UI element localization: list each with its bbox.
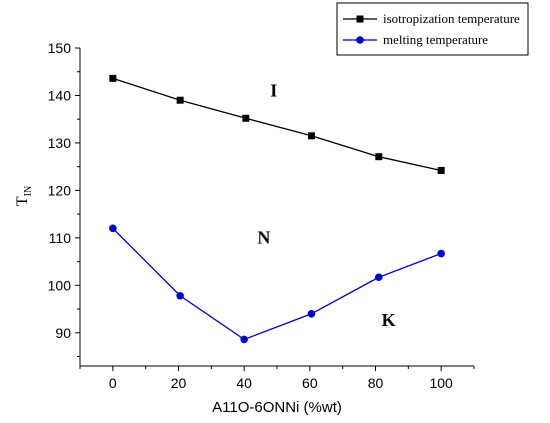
region-label-I: I: [270, 80, 277, 100]
x-tick-label-60: 60: [302, 375, 318, 391]
legend: isotropization temperature melting tempe…: [336, 2, 529, 56]
point-isotropization-1: [176, 96, 184, 104]
x-axis-title: A11O-6ONNi (%wt): [212, 399, 342, 416]
point-melting-0: [109, 224, 117, 233]
point-isotropization-4: [375, 153, 383, 161]
y-tick-label-130: 130: [48, 135, 72, 151]
series-lines: [112, 77, 442, 341]
y-tick-label-120: 120: [48, 182, 72, 198]
point-melting-1: [176, 291, 184, 300]
x-tick-label-100: 100: [429, 375, 453, 391]
region-annotations: I N K: [257, 80, 395, 330]
y-tick-label-100: 100: [48, 277, 72, 293]
svg-text:TIN: TIN: [14, 186, 34, 206]
point-isotropization-5: [437, 166, 445, 174]
x-tick-label-0: 0: [109, 375, 117, 391]
x-ticks: 0 20 40 60 80 100: [79, 366, 475, 391]
point-melting-4: [374, 273, 383, 282]
point-melting-5: [437, 249, 445, 258]
region-label-N: N: [257, 228, 270, 248]
y-tick-label-90: 90: [55, 325, 71, 341]
region-label-K: K: [382, 310, 396, 330]
point-isotropization-3: [307, 132, 315, 140]
series-line-1: [112, 227, 442, 341]
y-tick-label-140: 140: [48, 87, 72, 103]
y-ticks: 90 100 110 120 130 140 150: [48, 40, 80, 358]
y-axis-title-sub: IN: [23, 186, 34, 197]
y-axis-title-main: T: [14, 196, 31, 206]
point-melting-2: [240, 335, 248, 344]
x-tick-label-20: 20: [171, 375, 187, 391]
y-axis-title: TIN: [14, 186, 34, 206]
x-tick-label-80: 80: [368, 375, 384, 391]
legend-marker-melting: [356, 36, 364, 44]
point-melting-3: [307, 309, 316, 318]
point-isotropization-2: [242, 114, 250, 122]
y-tick-label-110: 110: [49, 230, 72, 246]
x-tick-label-40: 40: [236, 375, 252, 391]
legend-marker-isotropization: [356, 15, 364, 23]
y-tick-label-150: 150: [48, 40, 72, 56]
series-line-0: [112, 77, 442, 172]
legend-box: [336, 2, 529, 56]
legend-label-melting: melting temperature: [383, 32, 488, 47]
point-isotropization-0: [109, 74, 117, 82]
legend-label-isotropization: isotropization temperature: [383, 11, 520, 26]
series-points: [109, 74, 445, 344]
